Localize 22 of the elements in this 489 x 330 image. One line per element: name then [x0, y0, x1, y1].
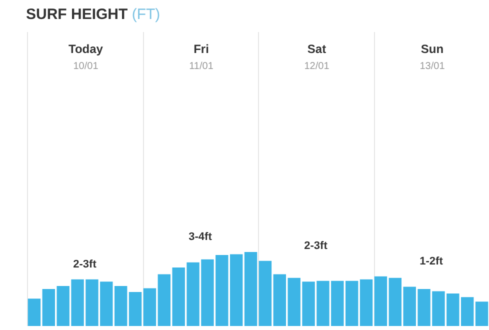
text: 13/01 [418, 61, 446, 72]
bar [28, 298, 41, 326]
bar [258, 260, 272, 326]
text: 12/01 [303, 61, 330, 72]
annotation: 1-2ft [420, 255, 444, 268]
text: 2-3ft [304, 240, 328, 252]
text: Fri [192, 42, 210, 56]
text: Sat [306, 42, 328, 56]
text: 10/01 [72, 61, 100, 72]
bar [143, 288, 156, 326]
bar [244, 252, 258, 326]
bar [360, 279, 373, 326]
text: Today [68, 42, 104, 56]
bar [475, 302, 488, 326]
text: Sun [420, 42, 445, 56]
annotation: 2-3ft [73, 258, 97, 270]
text: 11/01 [188, 61, 214, 72]
bar [374, 276, 388, 326]
chart-title: SURF HEIGHT [26, 6, 128, 23]
chart-subtitle: (FT) [132, 6, 160, 23]
bar [128, 292, 142, 326]
text: 3-4ft [188, 231, 212, 243]
